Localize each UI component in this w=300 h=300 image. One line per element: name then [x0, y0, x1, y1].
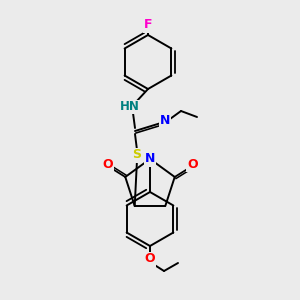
Text: F: F — [144, 19, 152, 32]
Text: N: N — [160, 115, 170, 128]
Text: O: O — [102, 158, 112, 172]
Text: O: O — [188, 158, 198, 172]
Text: HN: HN — [120, 100, 140, 113]
Text: N: N — [145, 152, 155, 166]
Text: S: S — [133, 148, 142, 161]
Text: O: O — [145, 253, 155, 266]
